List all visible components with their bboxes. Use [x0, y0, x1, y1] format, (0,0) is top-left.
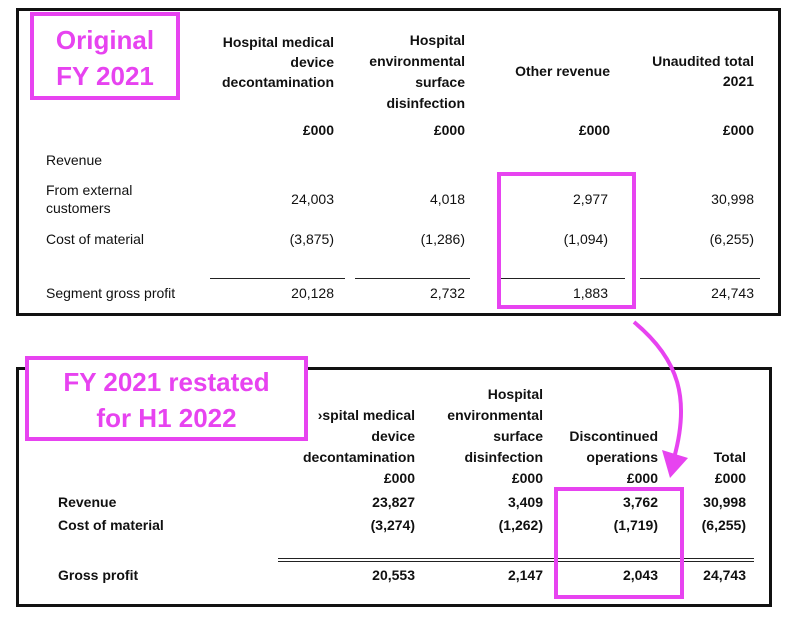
header-line: device [371, 428, 415, 444]
discontinued-operations-highlight [554, 487, 684, 599]
header-line: £000 [511, 470, 543, 486]
orig-value-cell: 4,018 [429, 191, 465, 207]
restated-value-cell: (6,255) [701, 517, 746, 533]
header-line: disinfection [386, 95, 465, 111]
restated-value-cell: 3,409 [507, 494, 543, 510]
restated-value-cell: 3,762 [622, 494, 658, 510]
orig-subtotal-rule [210, 278, 345, 279]
restated-row-label-gross: Gross profit [58, 567, 139, 583]
restated-value-cell: 23,827 [372, 494, 415, 510]
orig-value-cell: 2,732 [429, 285, 465, 301]
orig-row-label-revenue: Revenue [46, 152, 103, 168]
restated-col-header-1: ›spital medical device decontamination £… [280, 405, 415, 489]
restated-value-cell: (1,262) [498, 517, 543, 533]
header-line: £000 [383, 470, 415, 486]
orig-value-cell: 30,998 [711, 191, 754, 207]
orig-value-cell: (1,094) [563, 231, 608, 247]
header-line: operations [586, 449, 658, 465]
orig-row-label-cost: Cost of material [46, 231, 145, 247]
orig-unit-4: £000 [722, 122, 754, 138]
restated-value-cell: 20,553 [372, 567, 415, 583]
restated-value-cell: (1,719) [613, 517, 658, 533]
other-revenue-highlight [497, 172, 636, 309]
header-line: disinfection [464, 449, 543, 465]
orig-col-header-3: Other revenue [480, 61, 610, 81]
header-line: £000 [714, 470, 746, 486]
orig-value-cell: (1,286) [420, 231, 465, 247]
header-line: Discontinued [569, 428, 658, 444]
restated-col-header-3: Discontinued operations £000 [550, 426, 658, 489]
orig-value-cell: (6,255) [709, 231, 754, 247]
orig-col-header-1: Hospital medical device decontamination [200, 32, 334, 92]
orig-unit-1: £000 [302, 122, 334, 138]
header-line: decontamination [302, 449, 415, 465]
orig-col-header-4: Unaudited total 2021 [620, 51, 754, 91]
orig-unit-2: £000 [433, 122, 465, 138]
orig-row-label-gross: Segment gross profit [46, 285, 176, 301]
tag-line: for H1 2022 [96, 403, 237, 433]
orig-col-header-2: Hospital environmental surface disinfect… [340, 30, 465, 114]
orig-value-cell: 2,977 [572, 191, 608, 207]
header-line: £000 [626, 470, 658, 486]
restated-h1-2022-tag: FY 2021 restated for H1 2022 [25, 356, 308, 441]
arrow-curve [632, 320, 684, 459]
orig-row-label-external: From external customers [46, 181, 132, 217]
restated-value-cell: 30,998 [703, 494, 746, 510]
header-line: 2021 [722, 73, 754, 89]
orig-value-cell: 20,128 [291, 285, 334, 301]
orig-unit-3: £000 [578, 122, 610, 138]
header-line: Hospital [487, 386, 543, 402]
tag-line: FY 2021 restated [63, 367, 270, 397]
header-line: Other revenue [515, 63, 610, 79]
orig-subtotal-rule [355, 278, 470, 279]
tag-line: Original [55, 25, 155, 55]
orig-subtotal-rule [640, 278, 760, 279]
orig-value-cell: (3,875) [289, 231, 334, 247]
tag-line: FY 2021 [56, 61, 154, 91]
restated-value-cell: (3,274) [370, 517, 415, 533]
header-line: surface [493, 428, 543, 444]
orig-value-cell: 24,743 [711, 285, 754, 301]
original-fy2021-tag: Original FY 2021 [30, 12, 180, 100]
restated-col-header-2: Hospital environmental surface disinfect… [420, 384, 543, 489]
restated-row-label-cost: Cost of material [58, 517, 164, 533]
restated-value-cell: 2,147 [507, 567, 543, 583]
header-line: decontamination [221, 74, 334, 90]
header-line: Hospital [409, 32, 465, 48]
header-line: device [290, 54, 334, 70]
orig-subtotal-rule [500, 278, 625, 279]
header-line: Total [713, 449, 746, 465]
header-line: environmental [447, 407, 543, 423]
restated-subtotal-rule [278, 558, 754, 559]
restated-col-header-4: Total £000 [680, 447, 746, 489]
header-line: surface [415, 74, 465, 90]
label-line: customers [46, 200, 111, 216]
label-line: From external [46, 182, 133, 198]
restated-value-cell: 24,743 [703, 567, 746, 583]
header-line: Unaudited total [652, 53, 754, 69]
header-line: ›spital medical [317, 407, 415, 423]
orig-value-cell: 24,003 [291, 191, 334, 207]
restated-subtotal-rule [278, 561, 754, 562]
orig-value-cell: 1,883 [572, 285, 608, 301]
arrow-head [662, 450, 688, 478]
restated-row-label-revenue: Revenue [58, 494, 117, 510]
header-line: Hospital medical [222, 34, 334, 50]
restated-value-cell: 2,043 [622, 567, 658, 583]
header-line: environmental [369, 53, 465, 69]
